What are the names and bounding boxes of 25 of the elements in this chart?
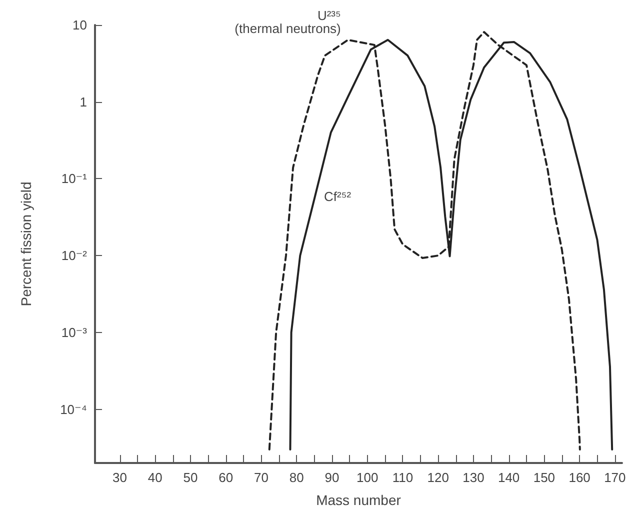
y-tick-label: 10 (72, 18, 87, 32)
y-tick-label: 1 (80, 94, 87, 110)
y-tick-label: 10⁻³ (61, 324, 88, 340)
x-tick-label: 150 (533, 470, 556, 485)
x-tick-label: 170 (604, 470, 626, 485)
y-tick-label: 10⁻¹ (61, 171, 88, 186)
x-tick-label: 90 (324, 470, 340, 485)
y-axis-title: Percent fission yield (18, 182, 34, 306)
x-tick-label: 110 (392, 470, 414, 485)
x-tick-label: 50 (183, 470, 198, 485)
series-label: Cf²⁵² (324, 188, 352, 204)
x-tick-label: 120 (427, 470, 449, 485)
x-tick-label: 70 (254, 470, 268, 485)
x-tick-label: 30 (112, 470, 127, 485)
x-tick-label: 130 (462, 470, 484, 485)
y-tick-label: 10⁻² (61, 248, 88, 264)
y-tick-label: 10⁻⁴ (60, 402, 87, 417)
x-axis-title: Mass number (316, 492, 402, 508)
x-tick-label: 100 (356, 470, 378, 485)
x-tick-label: 140 (498, 470, 520, 485)
x-tick-label: 160 (568, 470, 590, 485)
x-tick-label: 60 (218, 470, 234, 485)
x-tick-label: 40 (148, 470, 162, 485)
series-label: U²³⁵ (thermal neutrons) (234, 8, 341, 36)
x-tick-label: 80 (289, 470, 304, 485)
